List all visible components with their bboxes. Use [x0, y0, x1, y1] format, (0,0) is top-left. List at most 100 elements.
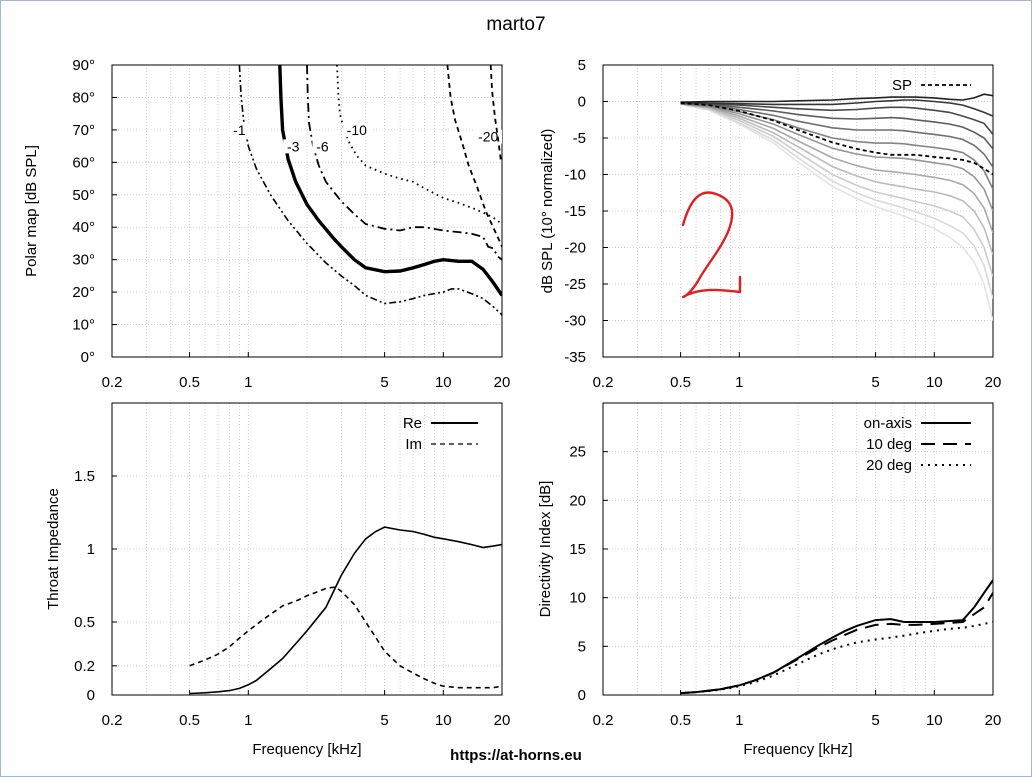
grid	[603, 403, 993, 695]
x-tick-label: 1	[244, 374, 252, 391]
y-tick-label: -30	[564, 313, 586, 330]
contour-line	[278, 65, 502, 297]
y-tick-label: -20	[564, 240, 586, 257]
y-tick-label: 0.2	[74, 658, 95, 675]
spl-angle-line	[680, 99, 993, 117]
contour-label: -20	[478, 129, 498, 145]
y-axis-label: Polar map [dB SPL]	[23, 145, 40, 277]
spl-angle-line	[680, 102, 993, 277]
y-tick-label: 50°	[72, 187, 95, 204]
y-axis-label: Throat Impedance	[45, 488, 62, 610]
x-tick-label: 1	[735, 374, 743, 391]
x-axis-label: Frequency [kHz]	[252, 741, 361, 758]
plot-area	[680, 579, 993, 695]
x-tick-label: 10	[435, 712, 452, 729]
chart-impedance: 0.2 0.5 1 5 10 20 0 0.2 0.5 1 1.5 Throat Impedance F…	[45, 402, 511, 758]
y-tick-label: 0.5	[74, 614, 95, 631]
contour-label-bg	[229, 123, 250, 138]
spl-angle-line	[680, 102, 993, 212]
contour-label: -1	[233, 122, 246, 138]
y-tick-label: 80°	[72, 89, 95, 106]
plot-area	[189, 526, 502, 695]
x-tick-label: 0.2	[102, 374, 123, 391]
x-tick-label: 0.5	[670, 374, 691, 391]
y-tick-label: 0	[578, 94, 586, 111]
spl-angle-line	[680, 103, 993, 299]
legend-label: SP	[892, 77, 912, 94]
chart-spl: 0.2 0.5 1 5 10 20 -35 -30 -25 -20 -15 -10 -5 0 5 dB SPL…	[539, 57, 1001, 391]
grid	[112, 403, 502, 695]
plot-area: -1 -3 -6 -10 -20	[229, 65, 502, 316]
footer-url[interactable]: https://at-horns.eu	[450, 747, 582, 764]
x-tick-label: 10	[435, 374, 452, 391]
plot-area	[680, 93, 993, 321]
contour-line	[489, 65, 502, 163]
contour-line	[446, 65, 502, 248]
y-tick-label: 5	[578, 57, 586, 74]
y-tick-label: 15	[569, 541, 586, 558]
contour-line	[238, 65, 502, 316]
y-tick-label: -10	[564, 167, 586, 184]
series-re	[189, 526, 502, 695]
contour-label-bg	[312, 139, 333, 154]
x-tick-label: 20	[985, 712, 1002, 729]
y-tick-label: 30°	[72, 252, 95, 269]
y-tick-label: 0	[578, 687, 586, 704]
y-tick-label: 90°	[72, 57, 95, 74]
x-tick-label: 0.2	[593, 712, 614, 729]
spl-angle-line	[680, 102, 993, 168]
legend: SP	[892, 77, 971, 94]
x-axis-label: Frequency [kHz]	[743, 741, 852, 758]
plot-border	[111, 64, 503, 358]
series-im	[189, 586, 502, 689]
y-tick-label: 10	[569, 590, 586, 607]
series-20-deg	[680, 621, 993, 695]
x-tick-label: 20	[494, 374, 511, 391]
spl-angle-line	[680, 102, 993, 234]
legend-label: on-axis	[864, 415, 912, 432]
y-tick-label: 5	[578, 638, 586, 655]
contour-label: -3	[287, 138, 300, 154]
legend-label: Re	[403, 415, 422, 432]
series-10-deg	[680, 592, 993, 695]
page-title: marto7	[486, 14, 546, 35]
chart-polar: 0.2 0.5 1 5 10 20 0° 10° 20° 30° 40° 50° 60° 70° 80° 90…	[23, 57, 510, 391]
y-tick-label: 60°	[72, 154, 95, 171]
spl-angle-line	[680, 102, 993, 135]
x-tick-label: 0.5	[179, 374, 200, 391]
y-tick-label: -35	[564, 349, 586, 366]
legend-label: 10 deg	[866, 436, 912, 453]
y-tick-label: -5	[573, 130, 586, 147]
contour-label: -10	[347, 122, 367, 138]
x-tick-label: 5	[871, 712, 879, 729]
y-tick-label: 0	[87, 687, 95, 704]
x-tick-label: 5	[380, 712, 388, 729]
spl-angle-line	[680, 93, 993, 103]
y-tick-label: 20	[569, 492, 586, 509]
spl-angle-line	[680, 103, 993, 321]
y-tick-label: 1	[87, 541, 95, 558]
spl-angle-line	[680, 102, 993, 256]
x-tick-label: 5	[871, 374, 879, 391]
contour-label-bg	[474, 129, 502, 144]
x-tick-label: 0.2	[102, 712, 123, 729]
sp-line	[680, 102, 993, 176]
x-tick-label: 0.5	[179, 712, 200, 729]
series-on-axis	[680, 579, 993, 695]
y-tick-label: 70°	[72, 122, 95, 139]
y-tick-label: -15	[564, 203, 586, 220]
y-tick-label: 25	[569, 444, 586, 461]
x-tick-label: 1	[735, 712, 743, 729]
y-tick-label: 40°	[72, 219, 95, 236]
y-axis-label: dB SPL (10° normalized)	[539, 129, 556, 294]
contour-label-bg	[283, 139, 304, 154]
y-tick-label: 10°	[72, 317, 95, 334]
x-tick-label: 10	[926, 712, 943, 729]
legend-label: Im	[405, 436, 422, 453]
y-tick-label: 20°	[72, 284, 95, 301]
handwritten-annotation	[681, 191, 742, 299]
x-tick-label: 0.5	[670, 712, 691, 729]
x-tick-label: 20	[494, 712, 511, 729]
legend: on-axis 10 deg 20 deg	[864, 415, 971, 474]
